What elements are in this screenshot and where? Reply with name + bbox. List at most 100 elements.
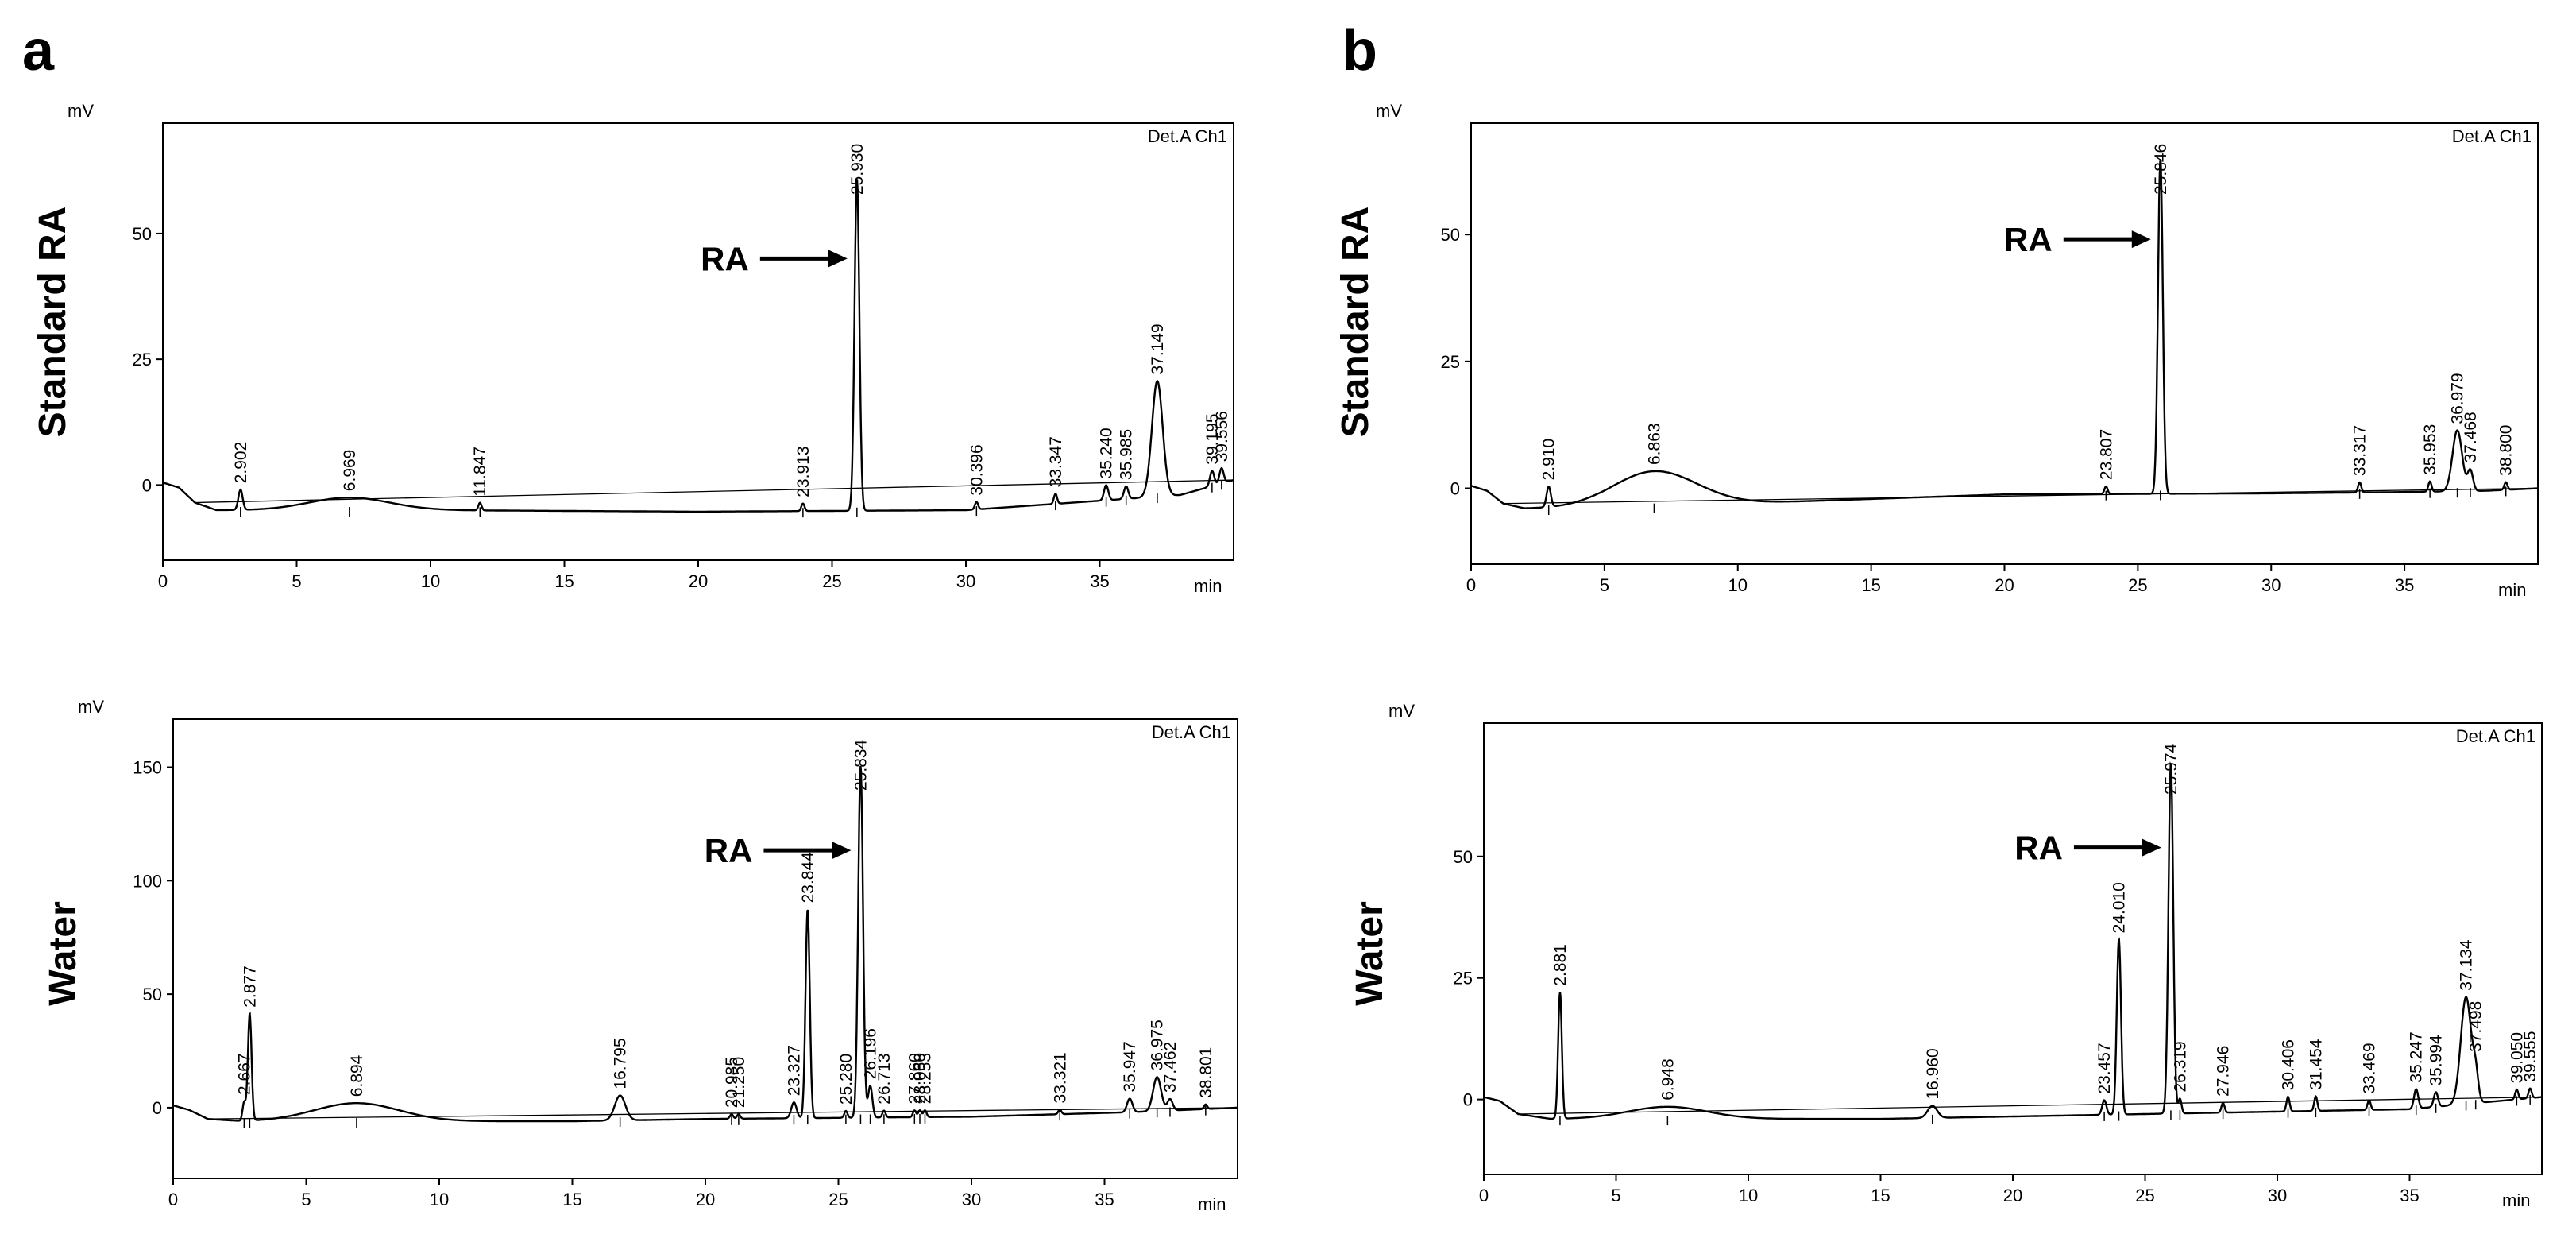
peak-label: 25.974 bbox=[2162, 743, 2180, 795]
peak-label: 24.010 bbox=[2111, 882, 2129, 933]
x-tick-label: 30 bbox=[2261, 575, 2281, 595]
detector-legend: Det.A Ch1 bbox=[2456, 726, 2535, 746]
x-tick-label: 25 bbox=[2128, 575, 2147, 595]
peak-label: 21.250 bbox=[730, 1057, 748, 1108]
detector-legend: Det.A Ch1 bbox=[1152, 722, 1231, 742]
peak-label: 33.321 bbox=[1051, 1052, 1069, 1103]
x-unit-label: min bbox=[2502, 1190, 2530, 1210]
peak-label: 2.902 bbox=[232, 442, 250, 484]
integration-baseline bbox=[1518, 1096, 2543, 1115]
detector-legend: Det.A Ch1 bbox=[1148, 126, 1227, 146]
peak-label: 23.844 bbox=[799, 852, 817, 903]
y-tick-label: 50 bbox=[133, 224, 152, 244]
peak-label: 28.253 bbox=[917, 1053, 935, 1104]
peak-label: 25.280 bbox=[837, 1054, 855, 1105]
ra-arrow-head bbox=[2131, 230, 2151, 249]
peak-label: 6.863 bbox=[1645, 423, 1663, 465]
peak-label: 2.881 bbox=[1551, 944, 1570, 986]
x-tick-label: 20 bbox=[2003, 1186, 2022, 1205]
peak-label: 35.953 bbox=[2421, 424, 2439, 475]
peak-label: 39.555 bbox=[2521, 1031, 2539, 1081]
x-unit-label: min bbox=[1198, 1194, 1226, 1214]
peak-label: 33.469 bbox=[2361, 1043, 2379, 1093]
peak-label: 25.930 bbox=[848, 144, 867, 195]
ra-annotation-label: RA bbox=[701, 240, 749, 277]
x-tick-label: 15 bbox=[554, 571, 574, 591]
ra-arrow-head bbox=[832, 842, 852, 860]
peak-label: 20.985 bbox=[723, 1057, 741, 1108]
panel-label-a: a bbox=[22, 19, 55, 83]
y-unit-label: mV bbox=[1388, 701, 1415, 721]
x-tick-label: 10 bbox=[421, 571, 440, 591]
peak-label: 27.860 bbox=[906, 1053, 924, 1104]
x-tick-label: 0 bbox=[1479, 1186, 1489, 1205]
peak-label: 6.969 bbox=[341, 450, 359, 492]
chart-a-water: mV min Det.A Ch1 0 5 10 15 20 25 30 35 0 50 100 150 2.6… bbox=[78, 697, 1238, 1214]
y-tick-label: 0 bbox=[142, 475, 152, 495]
ra-arrow-head bbox=[2142, 838, 2161, 857]
y-tick-label: 50 bbox=[143, 985, 162, 1004]
ra-annotation-label: RA bbox=[705, 832, 753, 869]
x-tick-label: 35 bbox=[1090, 571, 1109, 591]
signal-trace bbox=[172, 765, 1238, 1123]
x-tick-label: 5 bbox=[1600, 575, 1609, 595]
y-tick-label: 50 bbox=[1454, 847, 1473, 867]
peak-label: 38.800 bbox=[2497, 425, 2516, 476]
y-tick-label: 50 bbox=[1441, 225, 1460, 245]
peak-label: 35.994 bbox=[2427, 1035, 2446, 1086]
signal-trace bbox=[162, 179, 1234, 513]
x-tick-label: 25 bbox=[2135, 1186, 2154, 1205]
x-tick-label: 5 bbox=[301, 1190, 311, 1209]
peak-label: 38.801 bbox=[1197, 1047, 1215, 1098]
y-tick-label: 150 bbox=[133, 758, 162, 778]
integration-baseline bbox=[1503, 487, 2539, 505]
peak-label: 30.396 bbox=[967, 444, 986, 495]
peak-label: 39.195 bbox=[1203, 413, 1222, 464]
x-unit-label: min bbox=[1194, 576, 1222, 596]
x-tick-label: 15 bbox=[1861, 575, 1880, 595]
chart-b-water: mV min Det.A Ch1 0 5 10 15 20 25 30 35 0 25 50 2.881 6.… bbox=[1388, 701, 2543, 1210]
x-tick-label: 5 bbox=[1611, 1186, 1620, 1205]
peak-label: 37.468 bbox=[2462, 412, 2480, 462]
peak-label: 2.877 bbox=[241, 965, 259, 1008]
x-tick-label: 10 bbox=[1739, 1186, 1758, 1205]
y-unit-label: mV bbox=[1376, 101, 1402, 121]
peak-label: 36.979 bbox=[2449, 373, 2467, 424]
peak-label: 25.846 bbox=[2152, 144, 2170, 195]
panel-label-b: b bbox=[1342, 19, 1377, 83]
peak-label: 35.240 bbox=[1098, 428, 1116, 478]
x-tick-label: 20 bbox=[689, 571, 708, 591]
ra-arrow-head bbox=[828, 250, 848, 268]
peak-label: 6.948 bbox=[1659, 1058, 1677, 1101]
peak-label: 6.894 bbox=[348, 1054, 366, 1097]
peak-label: 2.910 bbox=[1540, 439, 1558, 481]
peak-label: 35.985 bbox=[1118, 429, 1136, 480]
ra-annotation-label: RA bbox=[2004, 221, 2053, 258]
peak-label: 39.050 bbox=[2508, 1032, 2526, 1083]
peak-label: 16.795 bbox=[612, 1038, 630, 1089]
x-tick-label: 0 bbox=[1466, 575, 1476, 595]
peak-label: 23.913 bbox=[794, 446, 813, 497]
peak-label: 35.947 bbox=[1121, 1041, 1139, 1092]
peak-label: 33.317 bbox=[2351, 425, 2369, 476]
row-label-water-a: Water bbox=[42, 901, 84, 1006]
signal-trace bbox=[1483, 761, 2542, 1120]
peak-label: 26.319 bbox=[2171, 1041, 2189, 1092]
peak-label: 39.556 bbox=[1213, 411, 1231, 462]
peak-label: 16.960 bbox=[1924, 1048, 1942, 1099]
x-tick-label: 30 bbox=[2268, 1186, 2287, 1205]
peak-label: 36.975 bbox=[1149, 1020, 1167, 1070]
x-tick-label: 35 bbox=[1095, 1190, 1114, 1209]
x-tick-label: 20 bbox=[696, 1190, 715, 1209]
y-tick-label: 25 bbox=[1441, 352, 1460, 372]
row-label-water-b: Water bbox=[1349, 901, 1391, 1006]
x-unit-label: min bbox=[2498, 580, 2526, 600]
peak-label: 37.134 bbox=[2458, 939, 2476, 991]
peak-label: 28.060 bbox=[911, 1053, 929, 1104]
ra-annotation-label: RA bbox=[2014, 830, 2063, 867]
y-tick-label: 0 bbox=[1450, 479, 1460, 499]
row-label-standard-a: Standard RA bbox=[32, 207, 74, 438]
x-tick-label: 25 bbox=[822, 571, 841, 591]
peak-label: 23.327 bbox=[786, 1045, 804, 1096]
